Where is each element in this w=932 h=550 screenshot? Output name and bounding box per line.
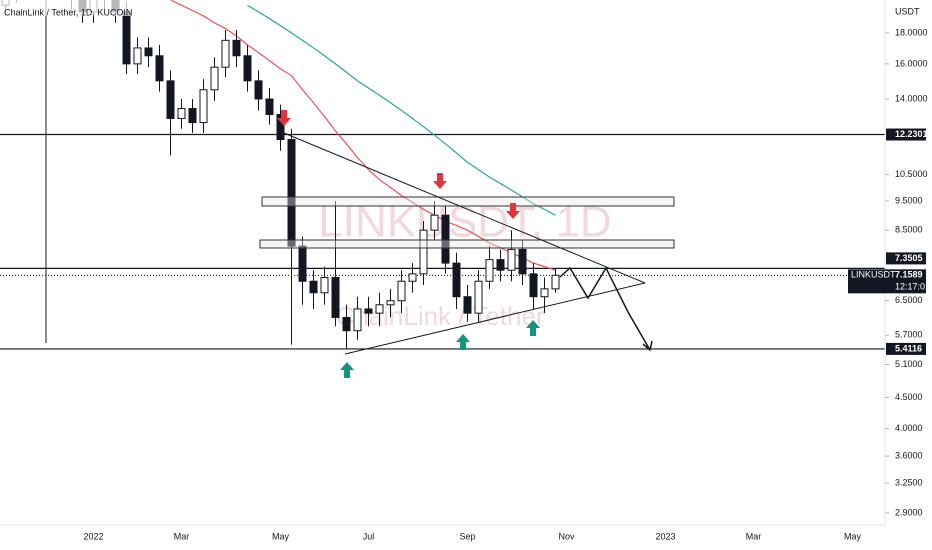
chart-title: ChainLink / Tether, 1D, KUCOIN bbox=[4, 7, 132, 17]
candle-body bbox=[265, 98, 274, 115]
drawings bbox=[45, 0, 675, 355]
level-label: 12.2301 bbox=[895, 129, 928, 139]
level-label-bg bbox=[886, 342, 926, 355]
candle-body bbox=[188, 108, 197, 124]
candle-body bbox=[551, 274, 560, 290]
candle-body bbox=[276, 113, 285, 141]
y-tick-label: 4.0000 bbox=[895, 423, 923, 433]
candle-body bbox=[122, 11, 131, 65]
candle-body bbox=[243, 55, 252, 82]
y-tick-label: 18.0000 bbox=[895, 27, 928, 37]
moving-average bbox=[247, 4, 556, 216]
candle-body bbox=[199, 89, 208, 124]
candle-body bbox=[441, 214, 450, 264]
y-tick-label: 14.0000 bbox=[895, 93, 928, 103]
candle-body bbox=[353, 308, 362, 332]
title-bg bbox=[0, 0, 150, 16]
y-tick-label: 16.0000 bbox=[895, 58, 928, 68]
zone bbox=[261, 196, 675, 207]
x-tick-label: Mar bbox=[746, 531, 762, 541]
candle-body bbox=[155, 55, 164, 82]
x-tick-label: Nov bbox=[558, 531, 575, 541]
candle-body bbox=[419, 229, 428, 275]
candle-body bbox=[507, 248, 516, 271]
candle-body bbox=[320, 277, 329, 294]
level-label-bg bbox=[886, 128, 926, 141]
arrow-head bbox=[642, 340, 653, 352]
candle-body bbox=[397, 280, 406, 302]
trend-line bbox=[283, 132, 646, 284]
candle-body bbox=[210, 66, 219, 91]
candle-body bbox=[342, 316, 351, 332]
up-arrow bbox=[340, 362, 354, 378]
candle-body bbox=[364, 308, 373, 314]
up-arrow bbox=[526, 320, 540, 336]
candle-body bbox=[298, 245, 307, 282]
x-tick-label: 2022 bbox=[83, 531, 103, 541]
down-arrow bbox=[277, 110, 291, 126]
x-tick-label: 2023 bbox=[655, 531, 675, 541]
down-arrow bbox=[506, 203, 520, 219]
y-tick-label: 5.7000 bbox=[895, 330, 923, 340]
level-label-bg bbox=[886, 252, 926, 265]
y-tick-label: 10.5000 bbox=[895, 169, 928, 179]
signals bbox=[277, 110, 540, 378]
symbol-label: LINKUSDT bbox=[851, 270, 896, 280]
candle-body bbox=[331, 277, 340, 318]
candle-body bbox=[221, 39, 230, 68]
plot bbox=[0, 0, 885, 350]
x-tick-label: May bbox=[272, 531, 290, 541]
y-tick-label: 8.5000 bbox=[895, 225, 923, 235]
candle-body bbox=[144, 47, 153, 57]
zone bbox=[259, 239, 675, 249]
y-tick-label: 9.5000 bbox=[895, 195, 923, 205]
y-tick-label: 2.9000 bbox=[895, 507, 923, 517]
down-arrow bbox=[433, 173, 447, 189]
x-tick-label: May bbox=[844, 531, 862, 541]
last-price-label: 7.1589 bbox=[895, 270, 923, 280]
candle-body bbox=[540, 288, 549, 298]
candle-body bbox=[518, 248, 527, 275]
candle-body bbox=[452, 262, 461, 298]
x-tick-label: Jul bbox=[363, 531, 375, 541]
watermark-name: ChainLink / Tether bbox=[335, 301, 544, 331]
candle-body bbox=[254, 80, 263, 100]
candle-body bbox=[529, 273, 538, 298]
candle-body bbox=[408, 273, 417, 282]
y-unit: USDT bbox=[895, 6, 920, 16]
projection bbox=[559, 266, 651, 351]
y-tick-label: 6.5000 bbox=[895, 295, 923, 305]
candle-body bbox=[166, 80, 175, 119]
candle-body bbox=[463, 296, 472, 314]
trend-line bbox=[344, 282, 646, 355]
up-arrow bbox=[456, 334, 470, 350]
candle-body bbox=[485, 259, 494, 282]
last-price-bg bbox=[848, 269, 926, 294]
candle-body bbox=[177, 108, 186, 119]
level-label: 7.3505 bbox=[895, 253, 923, 263]
y-tick-label: 3.6000 bbox=[895, 450, 923, 460]
countdown: 12:17:01 bbox=[895, 282, 930, 292]
candle-body bbox=[496, 259, 505, 271]
candle-body bbox=[232, 39, 241, 57]
y-tick-label: 5.1000 bbox=[895, 359, 923, 369]
candle-body bbox=[474, 280, 483, 314]
candle-body bbox=[287, 139, 296, 247]
y-tick-label: 4.5000 bbox=[895, 392, 923, 402]
y-tick-label: 3.2500 bbox=[895, 477, 923, 487]
x-tick-label: Mar bbox=[174, 531, 190, 541]
x-tick-label: Sep bbox=[459, 531, 475, 541]
candle-body bbox=[375, 304, 384, 314]
moving-average bbox=[170, 0, 556, 271]
candle-body bbox=[386, 300, 395, 306]
candle-body bbox=[133, 47, 142, 65]
candle-body bbox=[430, 214, 439, 231]
level-label: 5.4116 bbox=[895, 343, 922, 353]
candle-body bbox=[309, 280, 318, 294]
